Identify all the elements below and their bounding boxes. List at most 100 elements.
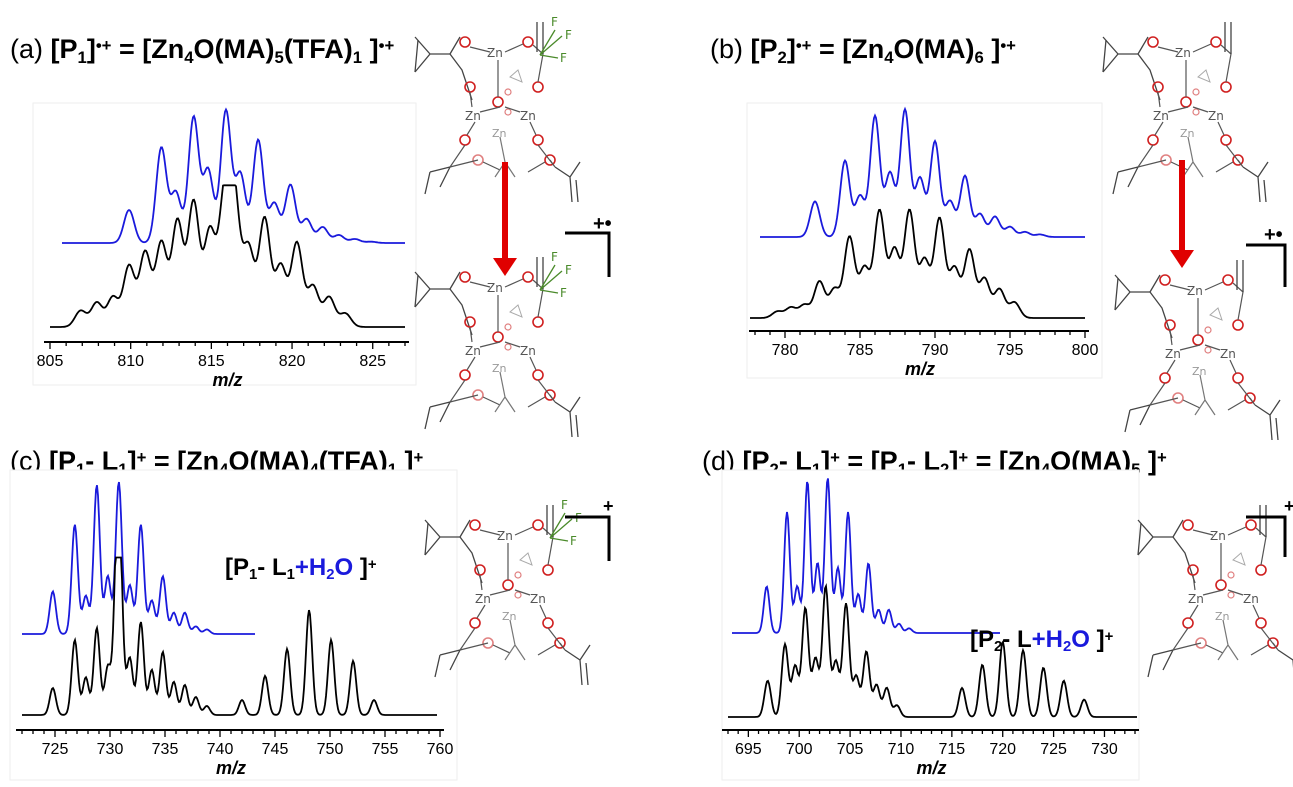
title-segment: ] <box>362 34 379 64</box>
panel-b-title: (b) [P2]•+ = [Zn4O(MA)6 ]•+ <box>710 34 1016 67</box>
title-segment: (a) <box>10 34 51 64</box>
svg-text:+: + <box>1284 496 1293 516</box>
panel-b: (b) [P2]•+ = [Zn4O(MA)6 ]•+ 780 785 790 795… <box>710 21 1287 441</box>
x-tick-label: 755 <box>372 741 399 758</box>
x-tick-label: 810 <box>117 353 144 370</box>
panel-c: (c) [P1- L1]+ = [Zn4O(MA)4(TFA)1 ]+ 725 7… <box>9 446 614 781</box>
title-segment: 2 <box>940 460 949 479</box>
panel-b-plot: 780 785 790 795 800 m/z <box>749 106 1099 379</box>
title-segment: ] <box>787 34 796 64</box>
panel-a-frame <box>32 102 417 386</box>
title-segment: ] <box>397 446 414 476</box>
title-segment: [P <box>225 554 249 581</box>
x-tick-label: 815 <box>198 353 225 370</box>
title-segment: 4 <box>219 460 229 479</box>
x-axis-label: m/z <box>905 359 935 379</box>
panel-c-frame <box>9 469 458 781</box>
panel-a-structure-bottom: F F F <box>414 250 581 438</box>
title-segment: +H <box>1032 626 1063 653</box>
title-segment: 1 <box>76 460 85 479</box>
title-segment: + <box>1157 448 1167 467</box>
x-tick-label: 735 <box>152 741 179 758</box>
x-tick-label: 695 <box>735 741 762 758</box>
x-tick-label: 795 <box>997 342 1024 359</box>
title-segment: + <box>1105 629 1114 645</box>
x-tick-label: 780 <box>772 342 799 359</box>
x-tick-label: 730 <box>97 741 124 758</box>
title-segment: 1 <box>118 460 127 479</box>
x-axis-label: m/z <box>212 370 242 390</box>
spectrum-series-experimental <box>750 208 1085 319</box>
title-segment: ] <box>1090 626 1105 653</box>
spectrum-series-simulated <box>62 107 405 244</box>
svg-text:F: F <box>560 51 567 65</box>
spectrum-series-simulated <box>732 478 1000 634</box>
x-tick-label: 700 <box>786 741 813 758</box>
svg-text:F: F <box>551 250 558 264</box>
title-segment: 2 <box>326 567 334 583</box>
x-tick-label: 760 <box>427 741 454 758</box>
svg-text:F: F <box>570 534 577 548</box>
title-segment: [P <box>970 626 994 653</box>
title-segment: + <box>830 448 840 467</box>
title-segment: 4 <box>1041 460 1051 479</box>
x-axis-label: m/z <box>916 758 946 778</box>
title-segment: 2 <box>1063 639 1071 655</box>
title-segment: ] <box>984 34 1001 64</box>
x-tick-label: 790 <box>922 342 949 359</box>
svg-text:F: F <box>561 498 568 512</box>
title-segment: 4 <box>884 48 894 67</box>
title-segment: ] <box>1140 446 1157 476</box>
x-tick-label: 825 <box>359 353 386 370</box>
title-segment: (b) <box>710 34 751 64</box>
x-tick-label: 745 <box>262 741 289 758</box>
title-segment: O <box>1071 626 1090 653</box>
spectrum-series-experimental <box>22 556 437 716</box>
title-segment: - L <box>257 554 286 581</box>
panel-a-arrowhead <box>493 258 517 276</box>
title-segment: ] <box>949 446 958 476</box>
x-tick-label: 710 <box>888 741 915 758</box>
title-segment: 4 <box>184 48 194 67</box>
title-segment: •+ <box>796 36 812 55</box>
x-tick-label: 720 <box>989 741 1016 758</box>
x-tick-label: 715 <box>938 741 965 758</box>
panel-a-structure-top: F F F <box>414 15 581 203</box>
title-segment: O <box>335 554 354 581</box>
spectrum-series-simulated <box>760 106 1085 238</box>
panel-d-structure <box>1137 504 1293 686</box>
title-segment: = [Zn <box>111 34 184 64</box>
x-tick-label: 705 <box>837 741 864 758</box>
panel-b-arrowhead <box>1170 250 1194 268</box>
title-segment: 1 <box>898 460 907 479</box>
x-tick-label: 725 <box>42 741 69 758</box>
panel-d-charge-bracket: + <box>1246 496 1293 557</box>
svg-text:+: + <box>603 496 614 516</box>
x-tick-label: 740 <box>207 741 234 758</box>
svg-text:F: F <box>551 15 558 29</box>
x-tick-label: 800 <box>1072 342 1099 359</box>
panel-b-charge-bracket: +• <box>1246 224 1287 287</box>
panel-a: (a) [P1]•+ = [Zn4O(MA)5(TFA)1 ]•+ 805 810… <box>10 15 612 438</box>
title-segment: ] <box>353 554 368 581</box>
title-segment: 5 <box>1131 460 1140 479</box>
title-segment: ] <box>128 446 137 476</box>
panel-a-charge-bracket: +• <box>565 213 612 277</box>
svg-text:+•: +• <box>1264 224 1283 246</box>
panel-d-frame <box>721 469 1140 781</box>
title-segment: O(MA) <box>894 34 975 64</box>
title-segment: +H <box>295 554 326 581</box>
title-segment: O(MA) <box>194 34 275 64</box>
svg-text:F: F <box>565 28 572 42</box>
panel-d-annotation: [P2- L+H2O ]+ <box>970 626 1114 655</box>
panel-c-plot: 725 730 735 740 745 750 755 760 m/z <box>16 481 454 778</box>
x-axis-label: m/z <box>216 758 246 778</box>
spectrum-series-experimental <box>728 582 1137 718</box>
spectrum-series-experimental <box>50 184 405 328</box>
panel-b-structure-bottom <box>1114 259 1281 441</box>
title-segment: 4 <box>309 460 319 479</box>
x-tick-label: 820 <box>279 353 306 370</box>
title-segment: = [Zn <box>811 34 884 64</box>
title-segment: + <box>137 448 147 467</box>
title-segment: •+ <box>1000 36 1016 55</box>
